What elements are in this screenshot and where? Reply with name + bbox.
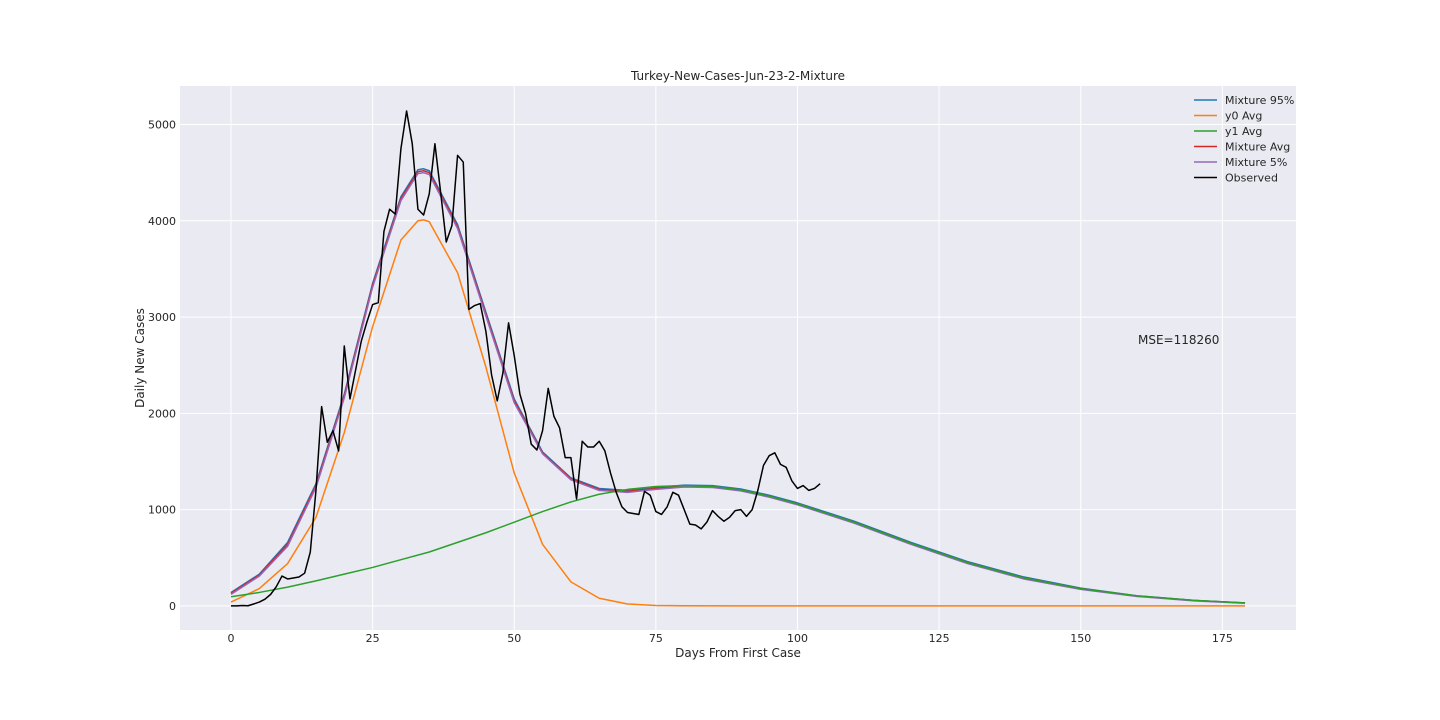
y-tick-label: 0: [169, 600, 176, 613]
y-tick-label: 4000: [148, 215, 176, 228]
x-tick-label: 0: [227, 632, 234, 645]
x-axis-label: Days From First Case: [675, 646, 801, 660]
y-tick-label: 5000: [148, 119, 176, 132]
x-tick-label: 150: [1070, 632, 1091, 645]
x-tick-label: 175: [1212, 632, 1233, 645]
chart-title: Turkey-New-Cases-Jun-23-2-Mixture: [630, 69, 845, 83]
tick-labels: 0 25 50 75 100 125 150 175 0 1000 2000 3000 4000 5000: [148, 119, 1233, 645]
legend: Mixture 95% y0 Avg y1 Avg Mixture Avg Mixtur…: [1194, 94, 1294, 185]
x-tick-label: 125: [929, 632, 950, 645]
x-tick-label: 50: [507, 632, 521, 645]
x-tick-label: 75: [649, 632, 663, 645]
legend-label: y1 Avg: [1225, 125, 1262, 138]
y-tick-label: 1000: [148, 504, 176, 517]
series-line-y1-avg: [230, 484, 1246, 604]
series-line-observed: [230, 110, 821, 607]
legend-label: y0 Avg: [1225, 110, 1262, 123]
grid: [180, 86, 1296, 630]
plot-background: [180, 86, 1296, 630]
y-tick-label: 3000: [148, 311, 176, 324]
series-line-mixture-5: [230, 171, 1246, 604]
series-lines: [230, 110, 1246, 607]
x-tick-label: 25: [366, 632, 380, 645]
x-tick-label: 100: [787, 632, 808, 645]
y-tick-label: 2000: [148, 407, 176, 420]
mse-annotation: MSE=118260: [1138, 333, 1219, 347]
legend-label: Mixture Avg: [1225, 141, 1290, 154]
legend-label: Mixture 95%: [1225, 94, 1294, 107]
legend-label: Mixture 5%: [1225, 156, 1287, 169]
legend-label: Observed: [1225, 172, 1278, 185]
y-axis-label: Daily New Cases: [133, 308, 147, 408]
